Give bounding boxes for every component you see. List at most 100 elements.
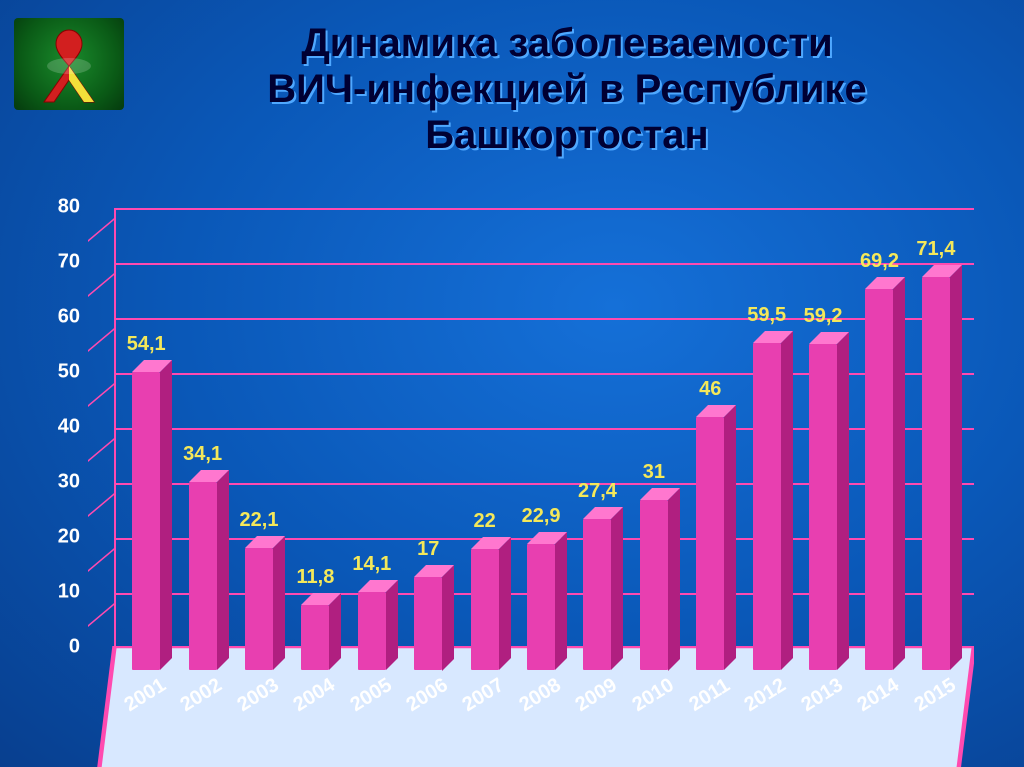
bar-front [471,549,499,670]
y-axis: 01020304050607080 [40,230,86,670]
x-tick-label: 2003 [231,674,287,730]
bar-slot: 71,4 [908,230,964,670]
bar-front [809,344,837,670]
bar-slot: 22,1 [231,230,287,670]
x-tick-label: 2005 [344,674,400,730]
value-label: 71,4 [916,238,955,261]
value-label: 22,9 [522,505,561,528]
x-tick-label: 2012 [738,674,794,730]
value-label: 22,1 [240,509,279,532]
y-tick: 70 [58,251,80,274]
value-label: 59,5 [747,304,786,327]
bar-slot: 31 [626,230,682,670]
value-label: 31 [643,461,665,484]
x-tick-label: 2010 [626,674,682,730]
bar: 54,1 [132,372,160,670]
slide: Динамика заболеваемости ВИЧ-инфекцией в … [0,0,1024,767]
y-tick: 20 [58,526,80,549]
x-tick-label: 2015 [908,674,964,730]
bar: 22 [471,549,499,670]
x-tick-label: 2002 [174,674,230,730]
bar-side [611,507,623,670]
y-tick: 80 [58,196,80,219]
bar-front [301,605,329,670]
bar-slot: 69,2 [851,230,907,670]
value-label: 14,1 [352,553,391,576]
bar: 22,1 [245,548,273,670]
plot-area: 54,134,122,111,814,1172222,927,4314659,5… [88,230,974,670]
x-tick-label: 2001 [118,674,174,730]
bar-side [724,405,736,670]
bar-side [668,488,680,671]
bar-front [922,277,950,670]
bar-front [583,519,611,670]
y-tick: 0 [69,636,80,659]
bar-slot: 22,9 [513,230,569,670]
bar-side [386,580,398,670]
title-line-1: Динамика заболеваемости [130,20,1004,66]
bar-slot: 59,5 [738,230,794,670]
bar-front [245,548,273,670]
bar-side [837,332,849,670]
bar-side [499,537,511,670]
bar: 71,4 [922,277,950,670]
bar: 69,2 [865,289,893,670]
bar-front [640,500,668,671]
y-tick: 10 [58,581,80,604]
value-label: 34,1 [183,443,222,466]
bar-front [414,577,442,671]
bar-slot: 59,2 [795,230,851,670]
bar-front [865,289,893,670]
x-tick-label: 2009 [569,674,625,730]
bar-slot: 14,1 [344,230,400,670]
bar-slot: 46 [682,230,738,670]
bar-front [189,482,217,670]
bar: 14,1 [358,592,386,670]
bar-slot: 11,8 [287,230,343,670]
bar-slot: 34,1 [174,230,230,670]
y-tick: 60 [58,306,80,329]
bar: 46 [696,417,724,670]
value-label: 22 [474,510,496,533]
x-tick-label: 2008 [513,674,569,730]
bar-side [329,593,341,670]
bar-front [696,417,724,670]
x-tick-label: 2011 [682,674,738,730]
x-tick-label: 2004 [287,674,343,730]
ribbon-icon [14,18,124,110]
title-line-3: Башкортостан [130,112,1004,158]
bar: 34,1 [189,482,217,670]
x-tick-label: 2006 [400,674,456,730]
value-label: 27,4 [578,480,617,503]
value-label: 17 [417,538,439,561]
bar-slot: 27,4 [569,230,625,670]
bar: 27,4 [583,519,611,670]
bar-front [132,372,160,670]
bars-container: 54,134,122,111,814,1172222,927,4314659,5… [118,230,964,670]
bar-front [753,343,781,670]
x-axis: 2001200220032004200520062007200820092010… [118,674,964,730]
title-line-2: ВИЧ-инфекцией в Республике [130,66,1004,112]
bar: 59,5 [753,343,781,670]
bar: 22,9 [527,544,555,670]
logo [14,18,124,110]
y-tick: 40 [58,416,80,439]
bar-slot: 22 [456,230,512,670]
bar: 31 [640,500,668,671]
bar-side [555,532,567,670]
value-label: 54,1 [127,333,166,356]
bar-side [781,331,793,670]
x-tick-label: 2013 [795,674,851,730]
x-tick-label: 2007 [456,674,512,730]
bar-side [217,470,229,670]
chart-title: Динамика заболеваемости ВИЧ-инфекцией в … [130,20,1004,158]
value-label: 59,2 [804,305,843,328]
value-label: 69,2 [860,250,899,273]
bar-side [893,277,905,670]
bar-front [358,592,386,670]
bar-front [527,544,555,670]
value-label: 11,8 [297,566,335,589]
x-tick-label: 2014 [851,674,907,730]
value-label: 46 [699,378,721,401]
bar: 17 [414,577,442,671]
